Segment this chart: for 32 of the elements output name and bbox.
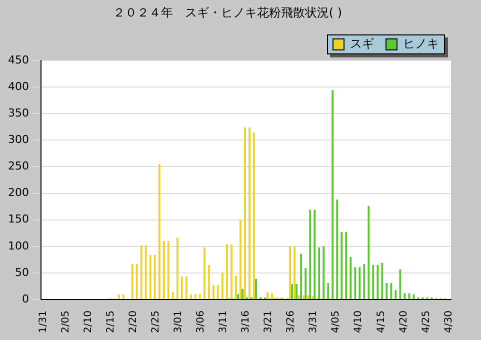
x-tick-label: 3/31: [308, 310, 320, 334]
x-tick-label: 2/20: [128, 310, 139, 334]
y-tick-label: 50: [14, 266, 29, 279]
x-tick-label: 4/20: [398, 310, 410, 334]
x-tick-label: 4/25: [420, 310, 432, 334]
x-tick-label: 4/05: [330, 310, 342, 334]
x-tick-label: 3/21: [263, 310, 274, 334]
x-tick-label: 2/10: [82, 310, 94, 334]
y-tick-label: 100: [8, 239, 29, 252]
y-tick-label: 400: [8, 80, 29, 93]
y-tick-label: 250: [8, 160, 29, 173]
x-tick-label: 3/16: [240, 310, 252, 334]
x-tick-label: 3/01: [173, 310, 184, 334]
x-tick-label: 2/25: [150, 310, 162, 334]
x-tick-label: 4/30: [443, 310, 454, 334]
x-tick-label: 1/31: [38, 310, 49, 334]
chart-title: ２０２４年 スギ・ヒノキ花粉飛散状況( ): [112, 5, 342, 20]
legend-label: スギ: [350, 36, 374, 51]
y-tick-label: 350: [8, 106, 29, 120]
x-tick-label: 3/11: [218, 310, 230, 334]
x-tick-label: 4/10: [353, 310, 364, 334]
x-tick-label: 3/26: [286, 310, 297, 334]
y-tick-label: 0: [22, 292, 29, 306]
y-tick-label: 200: [8, 186, 29, 200]
x-tick-label: 3/06: [196, 310, 207, 334]
legend-label: ヒノキ: [403, 36, 439, 51]
y-tick-label: 150: [8, 212, 29, 226]
y-tick-label: 300: [8, 132, 29, 146]
x-tick-label: 4/15: [376, 310, 387, 334]
y-tick-label: 450: [8, 53, 29, 66]
x-tick-label: 2/05: [60, 310, 72, 334]
x-tick-label: 2/15: [105, 310, 116, 334]
